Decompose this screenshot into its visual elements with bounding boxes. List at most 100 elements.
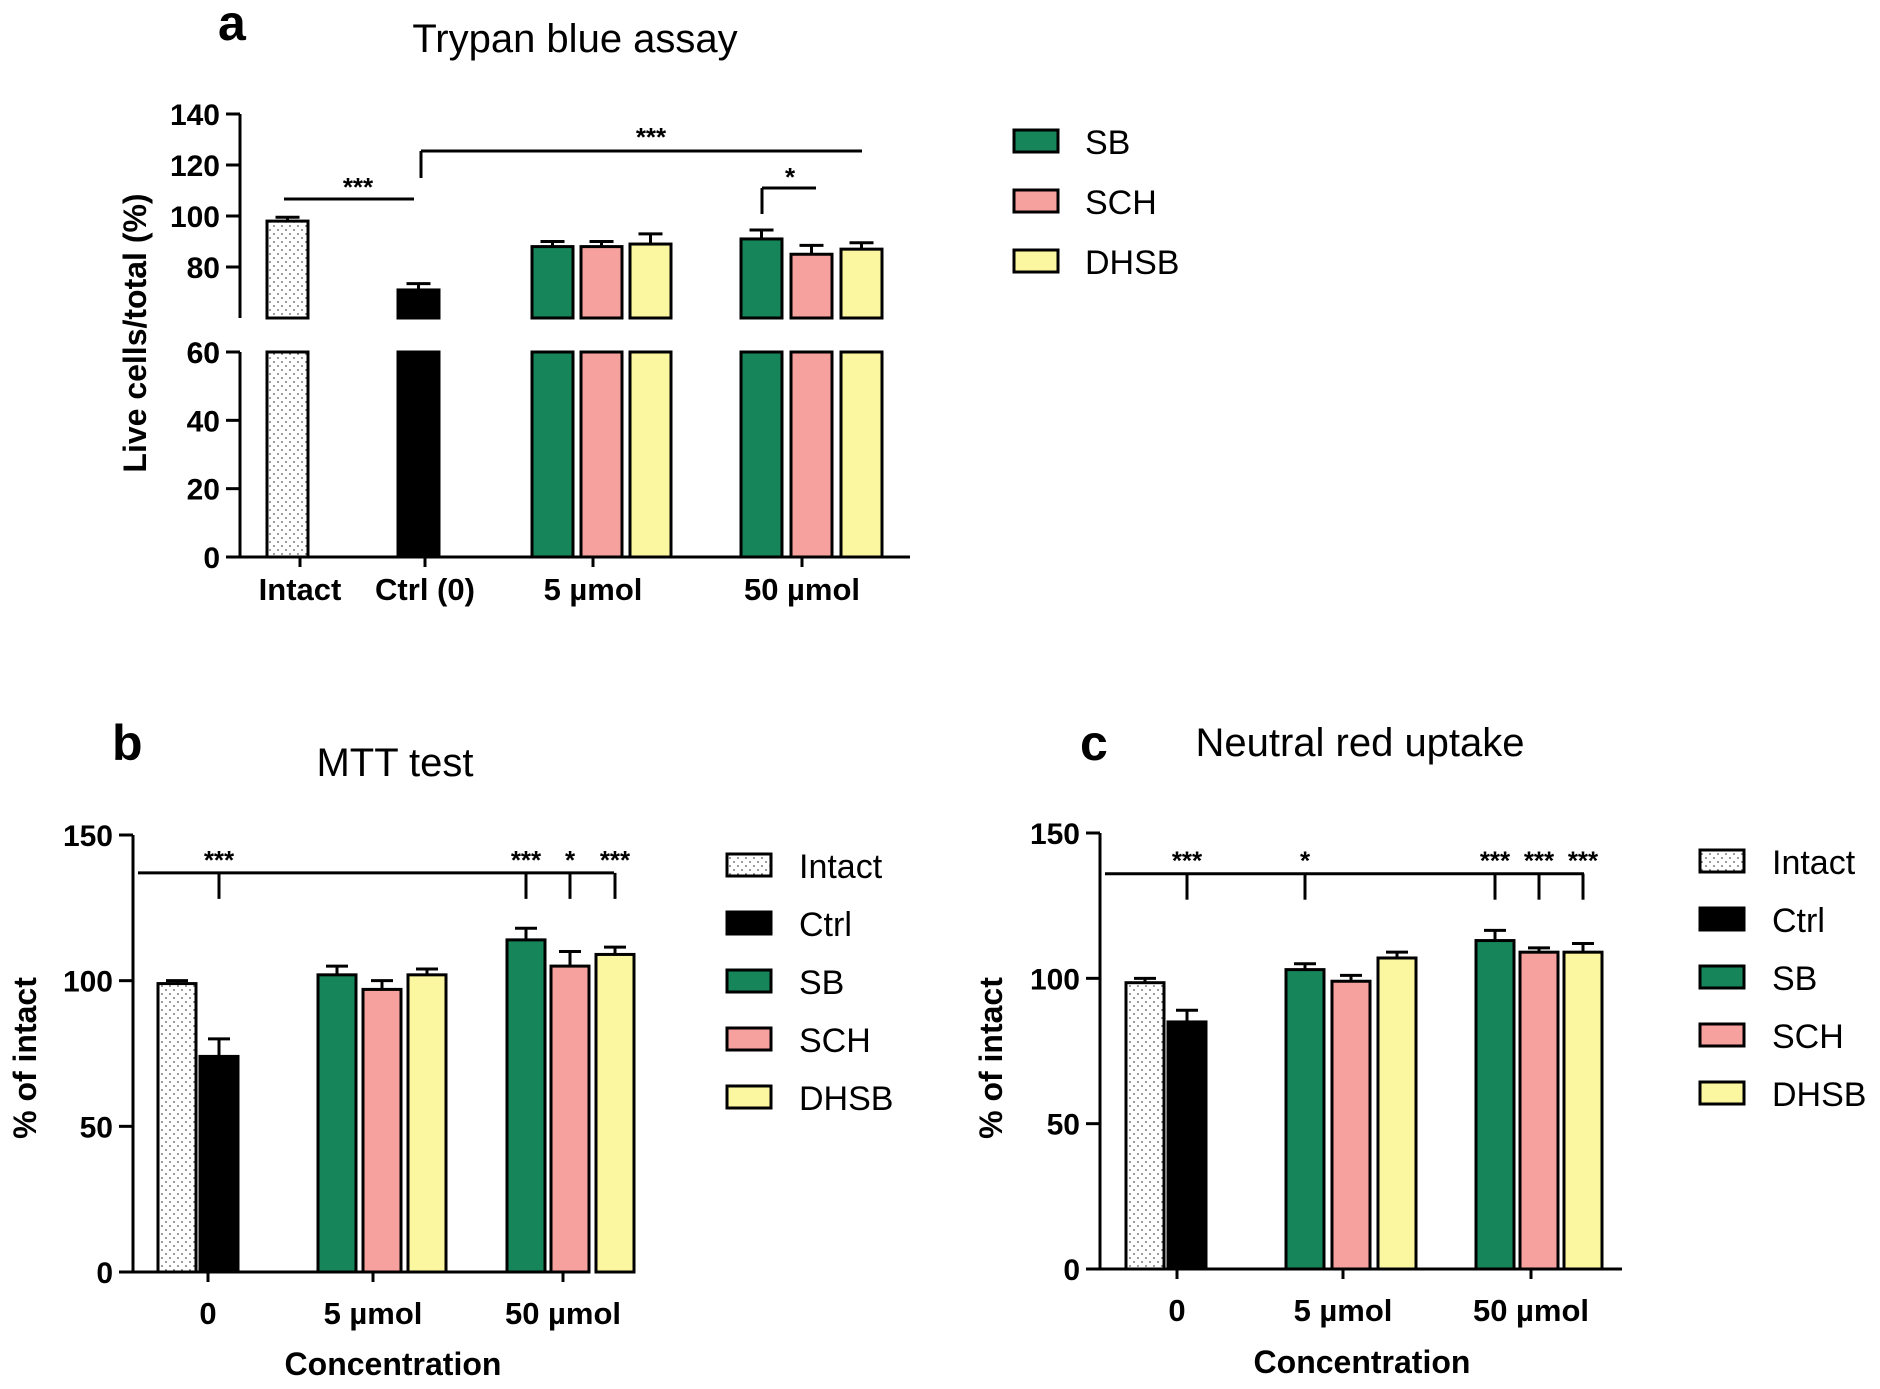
panel-a-y-tick-label: 120	[170, 150, 220, 183]
b-bar-50-mol-dhsb	[594, 945, 636, 1274]
legend-swatch	[1698, 906, 1746, 932]
bar-rect	[406, 973, 448, 1274]
b-sig-label: ***	[204, 845, 235, 875]
b-sig-label: ***	[600, 845, 631, 875]
legend-label: SB	[1772, 960, 1817, 998]
legend-swatch	[1698, 964, 1746, 990]
panel-c-letter: c	[1080, 715, 1108, 771]
c-sig-label: *	[1300, 846, 1311, 876]
c-legend-item-sb: SB	[1698, 960, 1817, 998]
b-bar-0-ctrl	[198, 1037, 240, 1274]
panel-a-bar-lower-segment	[579, 350, 624, 559]
panel-c-title: Neutral red uptake	[1195, 721, 1524, 765]
panel-a-letter: a	[218, 0, 247, 51]
c-y-tick-label: 50	[1047, 1109, 1080, 1142]
panel-a-bar-5-mol-dhsb	[628, 232, 673, 559]
c-legend-item-dhsb: DHSB	[1698, 1076, 1866, 1114]
legend-swatch	[725, 1026, 773, 1052]
legend-label: SCH	[1772, 1018, 1844, 1056]
c-bar-5-mol-dhsb	[1376, 950, 1418, 1271]
panel-b-axes: 0 50 100 150 0 5 µmol 50 µmol	[63, 820, 621, 1331]
legend-swatch	[725, 1084, 773, 1110]
b-legend-item-ctrl: Ctrl	[725, 906, 852, 944]
legend-label: DHSB	[1772, 1076, 1866, 1114]
bar-rect	[156, 982, 198, 1274]
c-bar-5-mol-sch	[1330, 973, 1372, 1271]
c-bar-0-intact	[1124, 976, 1166, 1271]
c-bar-50-mol-sb	[1474, 928, 1516, 1271]
c-sig-label: ***	[1172, 846, 1203, 876]
b-bar-0-intact	[156, 979, 198, 1274]
panel-c-axes: 0 50 100 150 0 5 µmol 50 µmol	[1030, 818, 1622, 1328]
b-y-tick-label: 50	[80, 1111, 113, 1144]
panel-b-significance: *** *** * ***	[138, 845, 631, 899]
b-sig-label: *	[565, 845, 576, 875]
panel-a-bar-upper-segment	[628, 242, 673, 320]
bar-rect	[505, 938, 547, 1274]
panel-a-significance: *******	[284, 122, 862, 214]
bar-rect	[1284, 968, 1326, 1271]
legend-label: SCH	[1085, 184, 1157, 222]
bar-rect	[1474, 939, 1516, 1271]
panel-a-category-label: Intact	[259, 572, 342, 607]
b-bar-5-mol-sb	[316, 964, 358, 1274]
panel-a-bar-upper-segment	[265, 219, 310, 320]
panel-a-y-tick-label: 20	[187, 474, 220, 507]
panel-a-bars	[265, 215, 884, 559]
b-legend-item-sch: SCH	[725, 1022, 871, 1060]
panel-c-x-axis-label: Concentration	[1254, 1344, 1471, 1380]
c-sig-label: ***	[1524, 846, 1555, 876]
b-legend-item-sb: SB	[725, 964, 844, 1002]
legend-swatch	[725, 968, 773, 994]
panel-a-bar-intact-intact	[265, 215, 310, 559]
b-y-tick-label: 150	[63, 820, 113, 853]
b-bar-50-mol-sch	[549, 950, 591, 1274]
c-sig-label: ***	[1480, 846, 1511, 876]
panel-b-bars	[156, 926, 636, 1274]
c-legend-item-sch: SCH	[1698, 1018, 1844, 1056]
c-category-label: 50 µmol	[1473, 1293, 1589, 1328]
bar-rect	[1376, 956, 1418, 1271]
panel-c-neutral-red: c Neutral red uptake % of intact Concent…	[973, 715, 1866, 1380]
legend-swatch	[1012, 248, 1060, 274]
panel-a-bar-lower-segment	[739, 350, 784, 559]
panel-b-letter: b	[112, 715, 143, 771]
panel-c-significance: *** * *** *** ***	[1105, 846, 1599, 900]
panel-a-category-label: Ctrl (0)	[375, 572, 475, 607]
b-sig-label: ***	[511, 845, 542, 875]
c-bar-0-ctrl	[1166, 1008, 1208, 1271]
panel-a-bar-upper-segment	[739, 237, 784, 320]
panel-a-bar-upper-segment	[396, 288, 441, 320]
c-bar-5-mol-sb	[1284, 962, 1326, 1271]
panel-a-sig-label: *	[785, 162, 796, 192]
panel-b-mtt: b MTT test % of intact Concentration 0 50…	[7, 715, 893, 1382]
panel-a-title: Trypan blue assay	[412, 17, 737, 61]
panel-c-y-axis-label: % of intact	[973, 977, 1009, 1139]
legend-label: Ctrl	[799, 906, 852, 944]
panel-a-category-label: 50 µmol	[744, 572, 860, 607]
b-legend-item-dhsb: DHSB	[725, 1080, 893, 1118]
legend-swatch	[725, 910, 773, 936]
panel-a-y-tick-label: 100	[170, 201, 220, 234]
panel-a-y-tick-label: 80	[187, 252, 220, 285]
panel-a-bar-upper-segment	[579, 245, 624, 320]
b-y-tick-label: 100	[63, 966, 113, 999]
bar-rect	[361, 987, 403, 1274]
panel-a-sig-label: ***	[636, 122, 667, 152]
bar-rect	[594, 952, 636, 1274]
legend-label: Intact	[1772, 844, 1856, 882]
panel-a-legend-item-sch: SCH	[1012, 184, 1157, 222]
legend-label: DHSB	[799, 1080, 893, 1118]
legend-label: SCH	[799, 1022, 871, 1060]
panel-a-bar-50-mol-dhsb	[839, 241, 884, 559]
c-y-tick-label: 100	[1030, 963, 1080, 996]
c-sig-label: ***	[1568, 846, 1599, 876]
panel-a-y-axis-label: Live cells/total (%)	[117, 193, 153, 472]
c-legend-item-intact: Intact	[1698, 844, 1856, 882]
panel-b-legend: Intact Ctrl SB SCH DHSB	[725, 848, 893, 1118]
bar-rect	[1166, 1020, 1208, 1271]
panel-a-bar-lower-segment	[789, 350, 834, 559]
c-y-tick-label: 0	[1063, 1254, 1080, 1287]
